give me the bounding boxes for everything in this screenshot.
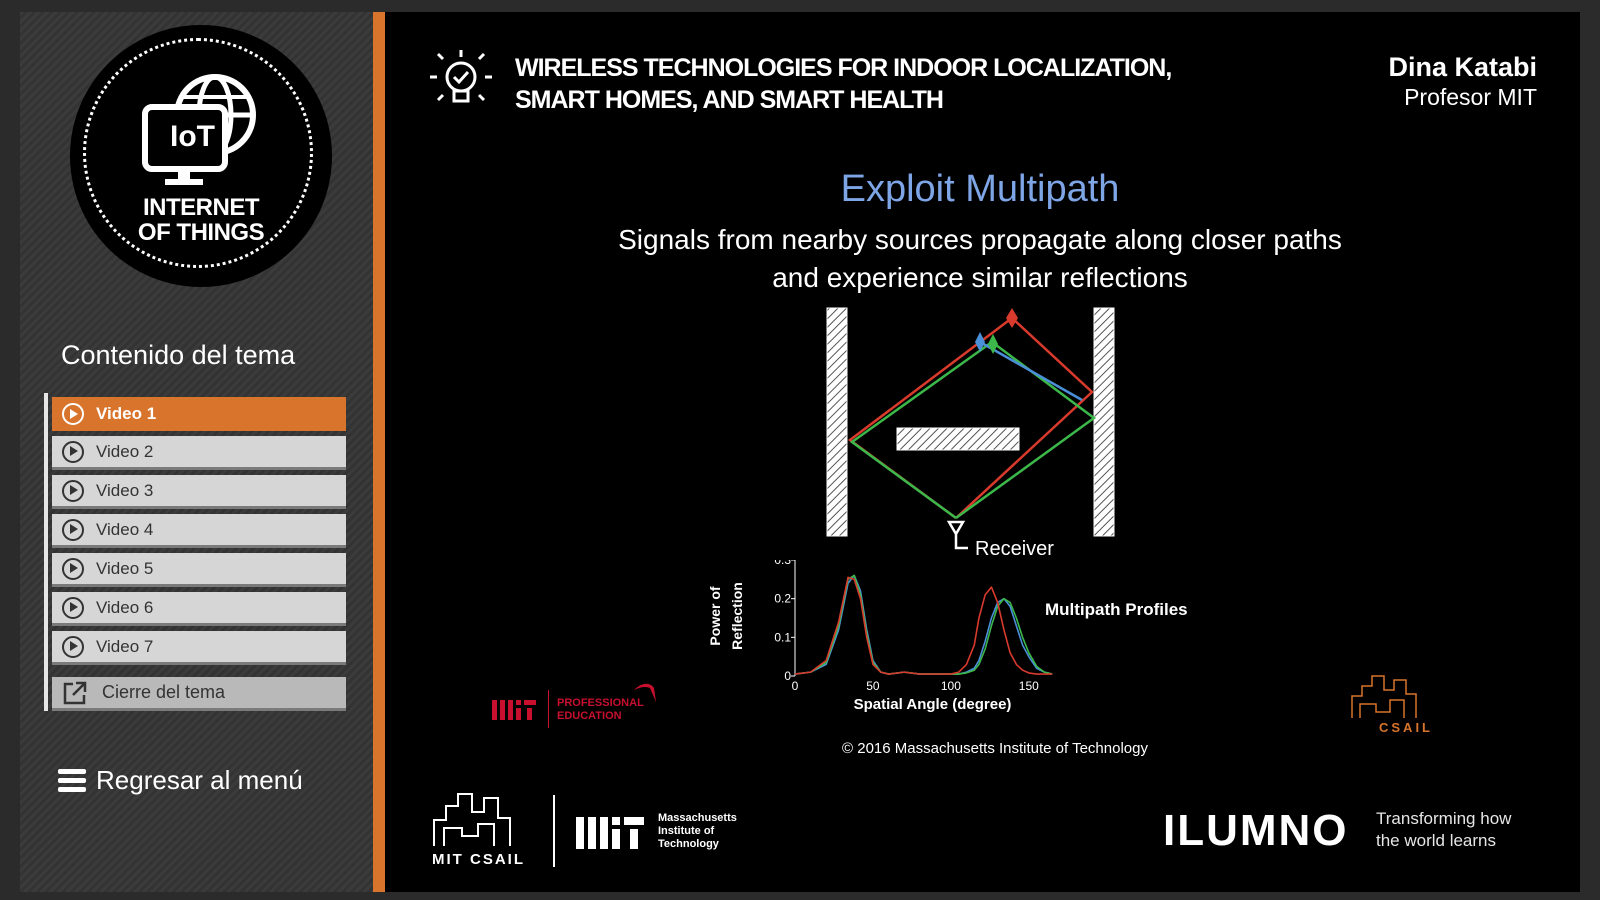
sidebar-divider: [373, 12, 385, 892]
ilumno-logo: ILUMNO: [1163, 806, 1349, 855]
multipath-diagram: [826, 307, 1115, 550]
obstacle: [896, 427, 1020, 451]
menu-item-video-1[interactable]: Video 1: [52, 397, 346, 431]
menu-item-label: Video 5: [96, 558, 154, 578]
x-axis-label: Spatial Angle (degree): [854, 696, 1012, 713]
green-source-marker: [988, 334, 998, 354]
ilumno-tagline: Transforming how the world learns: [1376, 808, 1511, 852]
mit-name: Massachusetts Institute of Technology: [658, 812, 737, 851]
mit-name-line1: Massachusetts: [658, 812, 737, 824]
play-circle-icon: [62, 440, 84, 463]
series-line-3: [794, 576, 1053, 675]
receiver-label: Receiver: [975, 538, 1054, 560]
menu-item-label: Video 7: [96, 636, 154, 656]
lightbulb-icon: [430, 50, 492, 103]
right-wall: [1093, 307, 1115, 537]
red-source-marker: [1006, 308, 1018, 328]
logo-dotted-ring: [83, 38, 313, 268]
menu-item-video-4[interactable]: Video 4: [52, 514, 346, 548]
play-circle-icon: [62, 557, 84, 580]
menu-item-label: Video 2: [96, 441, 154, 461]
copyright: © 2016 Massachusetts Institute of Techno…: [842, 740, 1148, 757]
play-circle-icon: [62, 518, 84, 541]
back-to-menu-label: Regresar al menú: [96, 765, 303, 795]
menu-item-label: Video 3: [96, 480, 154, 500]
play-circle-icon: [62, 403, 84, 425]
professional-education-logo: PROFESSIONAL EDUCATION: [557, 697, 644, 723]
pro-ed-line2: EDUCATION: [557, 710, 622, 722]
logo-badge: IoT: [170, 120, 215, 153]
logo-text: INTERNET OF THINGS: [70, 195, 332, 245]
menu-item-video-3[interactable]: Video 3: [52, 475, 346, 509]
slide-subtitle-line1: Signals from nearby sources propagate al…: [618, 224, 1342, 255]
logo-text-line1: INTERNET: [143, 194, 260, 221]
csail-slide-logo: [1351, 675, 1417, 718]
mit-name-line2: Institute of: [658, 825, 715, 837]
tagline-line1: Transforming how: [1376, 809, 1512, 828]
y-tick-label: 0: [784, 669, 791, 683]
mit-name-line3: Technology: [658, 838, 719, 850]
pro-ed-swoosh-icon: [634, 683, 656, 702]
x-tick-label: 100: [941, 679, 961, 693]
receiver-antenna-icon: [946, 520, 968, 550]
y-axis-label-line2: Reflection: [729, 582, 745, 650]
iot-logo: IoT INTERNET OF THINGS: [70, 25, 332, 287]
slide-subtitle-line2: and experience similar reflections: [772, 262, 1188, 293]
menu-item-video-2[interactable]: Video 2: [52, 436, 346, 470]
professor-name: Dina Katabi: [1388, 52, 1537, 82]
section-title: Contenido del tema: [61, 340, 296, 370]
play-circle-icon: [62, 596, 84, 619]
menu-item-label: Video 1: [96, 404, 157, 423]
close-topic-button[interactable]: Cierre del tema: [52, 677, 346, 711]
left-wall: [826, 307, 848, 537]
menu-item-video-6[interactable]: Video 6: [52, 592, 346, 626]
mit-footer-logo: [576, 817, 644, 849]
professor-role: Profesor MIT: [1404, 84, 1537, 110]
chart-annotation: Multipath Profiles: [1045, 600, 1188, 619]
menu-item-label: Video 4: [96, 519, 154, 539]
course-title: WIRELESS TECHNOLOGIES FOR INDOOR LOCALIZ…: [515, 52, 1175, 116]
blue-path: [979, 340, 1083, 402]
y-tick-label: 0.1: [774, 630, 791, 644]
menu-item-label: Video 6: [96, 597, 154, 617]
external-link-icon: [63, 681, 87, 704]
footer-divider: [553, 795, 555, 867]
y-tick-label: 0.3: [774, 560, 791, 567]
close-topic-label: Cierre del tema: [102, 682, 226, 702]
menu-item-video-5[interactable]: Video 5: [52, 553, 346, 587]
tagline-line2: the world learns: [1376, 831, 1497, 850]
logo-text-line2: OF THINGS: [137, 219, 265, 246]
slide-title: Exploit Multipath: [840, 168, 1120, 210]
slide-subtitle: Signals from nearby sources propagate al…: [560, 221, 1400, 297]
x-tick-label: 0: [792, 679, 799, 693]
mit-csail-label: MIT CSAIL: [432, 851, 525, 868]
menu-item-video-7[interactable]: Video 7: [52, 631, 346, 665]
menu-accent-line: [44, 393, 48, 711]
series-line-2: [794, 574, 1053, 675]
mit-csail-logo: [433, 793, 511, 846]
course-title-line2: SMART HOMES, AND SMART HEALTH: [515, 86, 944, 114]
x-tick-label: 150: [1019, 679, 1039, 693]
hamburger-icon: [58, 765, 86, 796]
course-title-line1: WIRELESS TECHNOLOGIES FOR INDOOR LOCALIZ…: [515, 54, 1172, 82]
multipath-chart: 0 50 100 150 0 0.1 0.2 0.3 Spatial Angle (degree…: [707, 560, 1188, 713]
x-tick-label: 50: [866, 679, 880, 693]
mit-logo: [492, 700, 536, 720]
back-to-menu-button[interactable]: Regresar al menú: [58, 765, 303, 796]
globe-monitor-icon: [142, 74, 256, 185]
blue-source-marker: [975, 332, 985, 352]
y-tick-label: 0.2: [774, 592, 791, 606]
play-circle-icon: [62, 635, 84, 658]
pro-ed-divider: [548, 690, 549, 728]
csail-label: CSAIL: [1379, 720, 1433, 735]
y-axis-label-line1: Power of: [707, 586, 723, 645]
pro-ed-line1: PROFESSIONAL: [557, 697, 644, 709]
play-circle-icon: [62, 479, 84, 502]
